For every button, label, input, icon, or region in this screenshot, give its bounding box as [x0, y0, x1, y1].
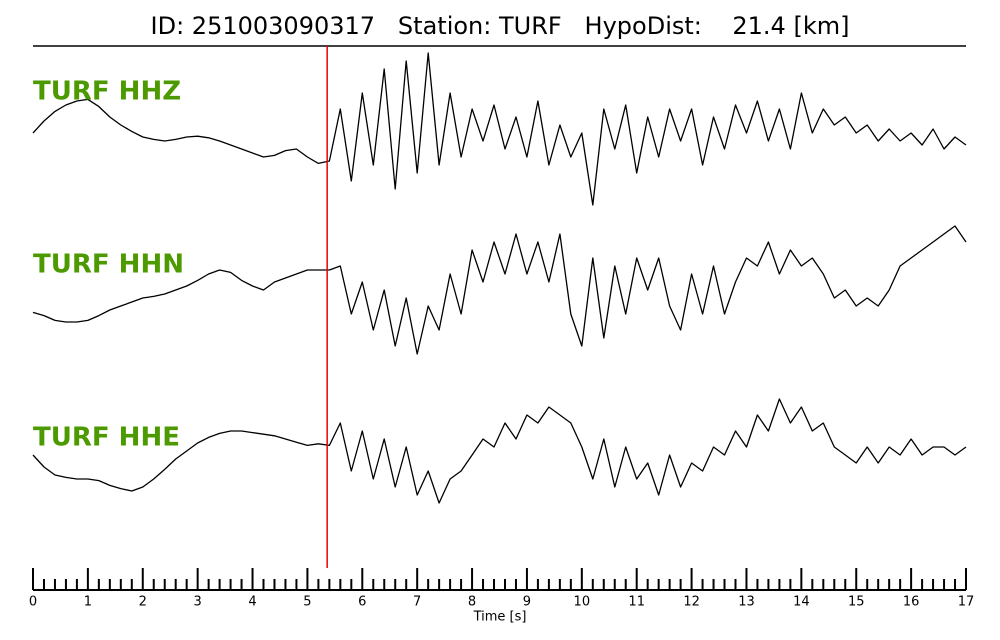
x-tick-label: 9 [523, 595, 531, 610]
x-tick-label: 4 [248, 595, 256, 610]
x-tick-label: 7 [413, 595, 421, 610]
x-tick-label: 11 [628, 595, 645, 610]
x-tick-label: 3 [194, 595, 202, 610]
x-tick-label: 12 [683, 595, 700, 610]
chart-title: ID: 251003090317 Station: TURF HypoDist:… [151, 12, 850, 40]
waveform [32, 52, 967, 206]
waveform [32, 398, 967, 504]
x-tick-label: 10 [574, 595, 591, 610]
x-tick-label: 17 [958, 595, 975, 610]
trace-label: TURF HHN [33, 250, 184, 280]
waveform [32, 225, 967, 355]
x-tick-label: 14 [793, 595, 810, 610]
x-tick-label: 1 [84, 595, 92, 610]
x-tick-label: 2 [139, 595, 147, 610]
x-tick-label: 8 [468, 595, 476, 610]
trace-label: TURF HHZ [33, 77, 181, 107]
x-tick-label: 16 [903, 595, 920, 610]
x-tick-label: 15 [848, 595, 865, 610]
trace-label: TURF HHE [33, 423, 180, 453]
x-tick-label: 13 [738, 595, 755, 610]
x-tick-label: 5 [303, 595, 311, 610]
x-tick-label: 0 [29, 595, 37, 610]
x-axis-label: Time [s] [473, 610, 527, 625]
x-tick-label: 6 [358, 595, 366, 610]
